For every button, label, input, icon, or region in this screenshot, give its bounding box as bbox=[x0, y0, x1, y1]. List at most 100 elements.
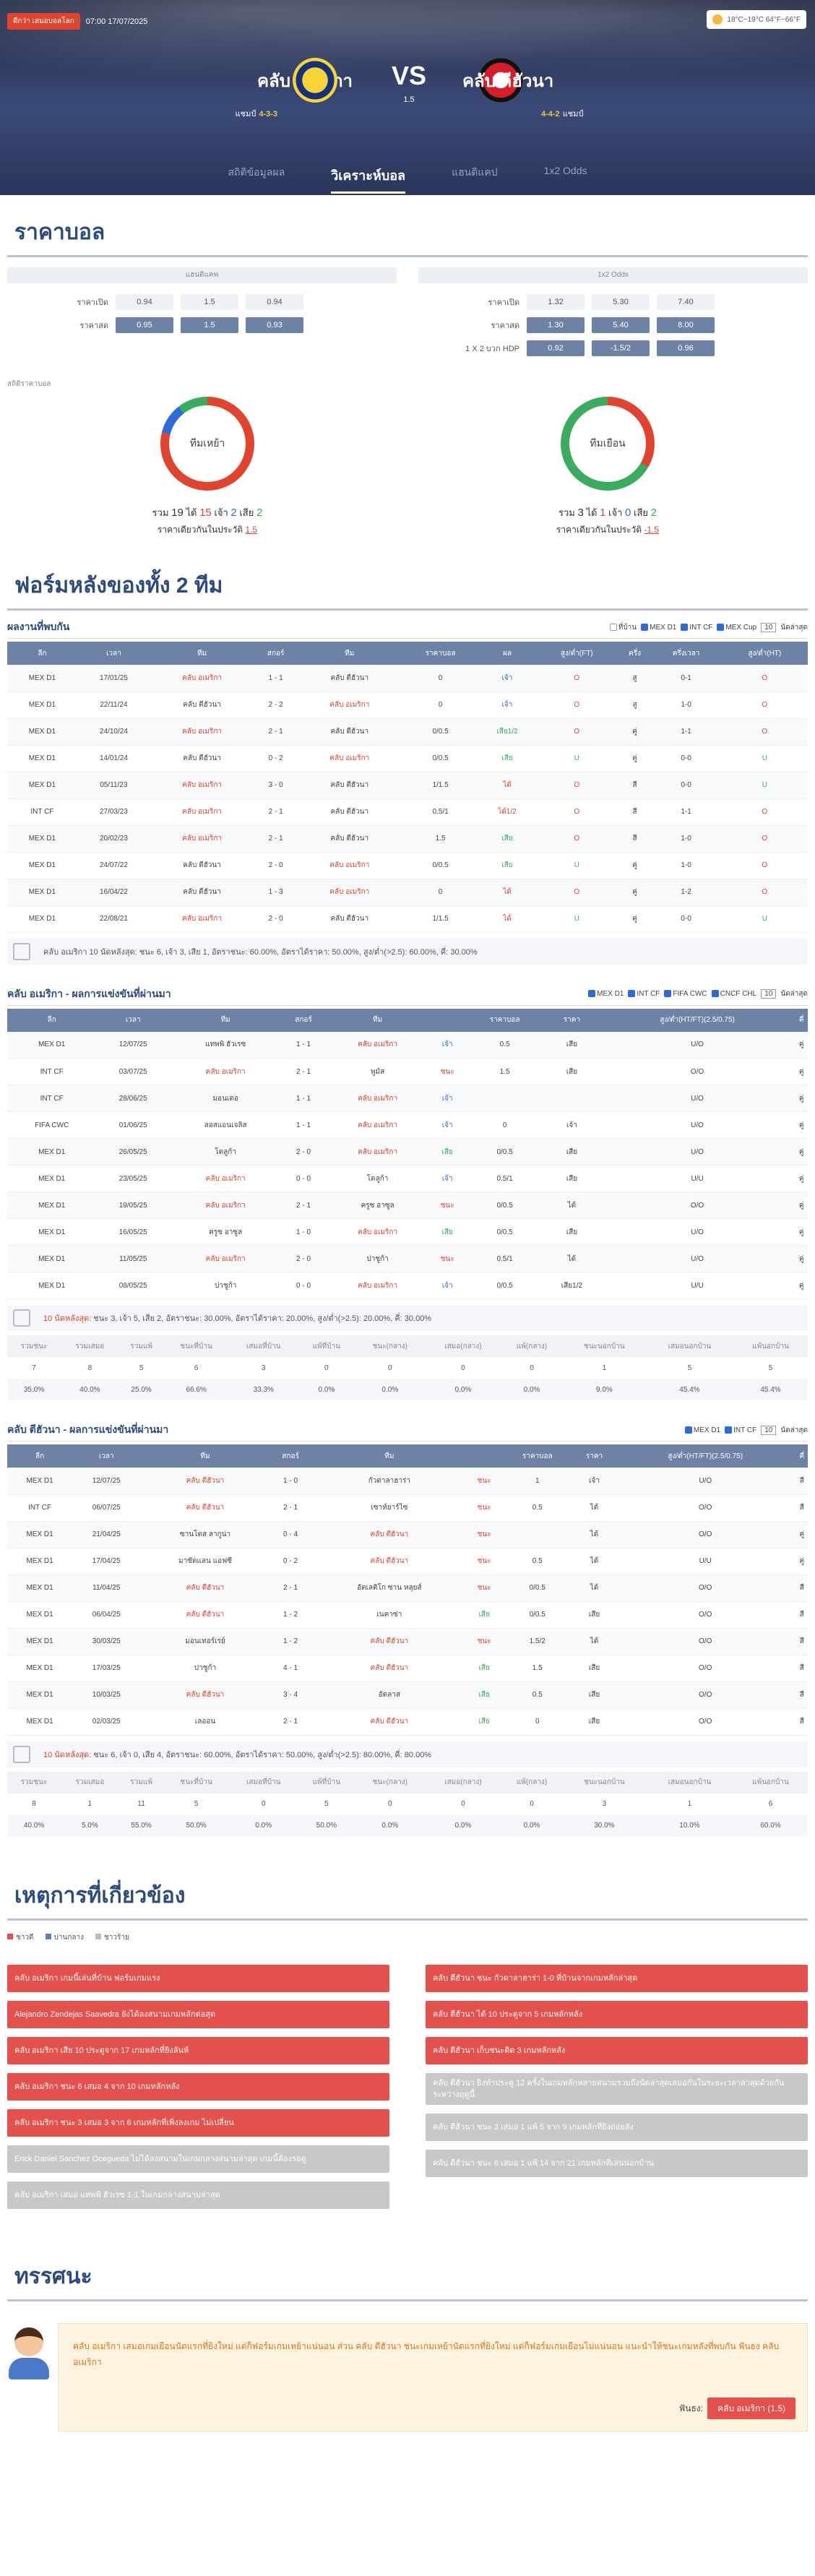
checkbox-icon[interactable] bbox=[609, 623, 617, 631]
tab-2[interactable]: แฮนดิแคป bbox=[452, 166, 498, 178]
odds-value[interactable]: 1.5 bbox=[181, 317, 238, 333]
odds-value[interactable]: 5.30 bbox=[592, 294, 650, 310]
event-item[interactable]: คลับ ตีฮัวนา ชนะ 3 เสมอ 1 แพ้ 5 จาก 9 เก… bbox=[426, 2113, 808, 2141]
table-row[interactable]: MEX D1 05/11/23 คลับ อเมริกา 3 - 0 คลับ ตีฮั… bbox=[7, 772, 808, 799]
table-row[interactable]: MEX D1 19/05/25 คลับ อเมริกา 2 - 1 ครูซ อาซู… bbox=[7, 1192, 808, 1219]
table-row[interactable]: MEX D1 11/04/25 คลับ ตีฮัวนา 2 - 1 อัตเลติโก… bbox=[7, 1575, 808, 1602]
table-row[interactable]: MEX D1 26/05/25 โตลูก้า 2 - 0 คลับ อเมริกา เส… bbox=[7, 1138, 808, 1166]
pick-button[interactable]: คลับ อเมริกา (1.5) bbox=[707, 2397, 795, 2419]
odds-value[interactable]: -1.5/2 bbox=[592, 340, 650, 356]
table-row[interactable]: MEX D1 12/07/25 แทพพิ ฮัวเรซ 1 - 1 คลับ อเมร… bbox=[7, 1031, 808, 1059]
table-row[interactable]: INT CF 27/03/23 คลับ อเมริกา 2 - 1 คลับ ตีฮั… bbox=[7, 798, 808, 826]
table-cell: สี bbox=[795, 1655, 808, 1682]
odds-value[interactable]: 1.5 bbox=[181, 294, 238, 310]
checkbox-icon[interactable] bbox=[711, 990, 719, 998]
table-row[interactable]: INT CF 28/06/25 มอนเตอ 1 - 1 คลับ อเมริกา เจ้… bbox=[7, 1085, 808, 1112]
filter-1[interactable]: INT CF bbox=[628, 990, 660, 998]
tab-3[interactable]: 1x2 Odds bbox=[543, 165, 587, 176]
table-cell: 0.5 bbox=[501, 1681, 574, 1709]
table-row[interactable]: MEX D1 12/07/25 คลับ ตีฮัวนา 1 - 0 กัวดาลาฮา… bbox=[7, 1468, 808, 1495]
table-row[interactable]: MEX D1 20/02/23 คลับ อเมริกา 2 - 1 คลับ ตีฮั… bbox=[7, 825, 808, 853]
odds-value[interactable]: 0.96 bbox=[657, 340, 715, 356]
checkbox-icon[interactable] bbox=[641, 623, 649, 631]
event-item[interactable]: คลับ ตีฮัวนา ได้ 10 ประตูจาก 5 เกมหลักหล… bbox=[426, 2000, 808, 2028]
event-item[interactable]: คลับ อเมริกา ชนะ 3 เสมอ 3 จาก 6 เกมหลักท… bbox=[7, 2108, 389, 2137]
stat-cell: ชนะนอกบ้าน bbox=[562, 1335, 646, 1357]
checkbox-icon[interactable] bbox=[725, 1426, 733, 1434]
live-button[interactable]: ดีกว่า เสมอบอลโลก bbox=[7, 13, 80, 30]
filter-2[interactable]: INT CF bbox=[681, 624, 712, 632]
table-row[interactable]: MEX D1 17/03/25 ปาชูก้า 4 - 1 คลับ ตีฮัวนา เส… bbox=[7, 1655, 808, 1682]
event-item[interactable]: Alejandro Zendejas Saavedra ยังได้ลงสนาม… bbox=[7, 2000, 389, 2028]
filter-2[interactable]: FIFA CWC bbox=[664, 990, 707, 998]
odds-value[interactable]: 0.95 bbox=[116, 317, 173, 333]
checkbox-icon[interactable] bbox=[681, 623, 689, 631]
table-row[interactable]: MEX D1 16/05/25 ครูซ อาซูล 1 - 0 คลับ อเมริก… bbox=[7, 1218, 808, 1246]
results-table: ลีก เวลา ทีม สกอร์ ทีม ราคาบอล ราคา สูง/ต่ำ(HT/… bbox=[7, 1008, 808, 1299]
stat-cell: 1 bbox=[687, 1800, 692, 1808]
event-item[interactable]: คลับ ตีฮัวนา ชนะ 6 เสมอ 1 แพ้ 14 จาก 21 … bbox=[426, 2149, 808, 2177]
table-row[interactable]: INT CF 06/07/25 คลับ ตีฮัวนา 2 - 1 เซาท์ยาร์… bbox=[7, 1494, 808, 1522]
table-row[interactable]: MEX D1 17/01/25 คลับ อเมริกา 1 - 1 คลับ ตีฮั… bbox=[7, 665, 808, 692]
event-item[interactable]: Erick Daniel Sanchez Ocegueda ไม่ได้ลงสน… bbox=[7, 2145, 389, 2173]
filter-3[interactable]: MEX Cup bbox=[717, 624, 756, 632]
odds-value[interactable]: 1.32 bbox=[527, 294, 585, 310]
table-cell: O bbox=[535, 879, 619, 906]
table-row[interactable]: MEX D1 02/03/25 เลออน 2 - 1 คลับ ตีฮัวนา เสีย… bbox=[7, 1708, 808, 1736]
odds-value[interactable]: 7.40 bbox=[657, 294, 715, 310]
away-team-logo[interactable] bbox=[478, 58, 523, 103]
table-row[interactable]: MEX D1 08/05/25 ปาชูก้า 0 - 0 คลับ อเมริกา เจ… bbox=[7, 1272, 808, 1299]
event-item[interactable]: คลับ ตีฮัวนา ยิงทำประตู 12 ครั้งในเกมหลั… bbox=[426, 2072, 808, 2105]
table-row[interactable]: MEX D1 24/10/24 คลับ อเมริกา 2 - 1 คลับ ตีฮั… bbox=[7, 718, 808, 746]
event-item[interactable]: คลับ ตีฮัวนา เก็บชนะติด 3 เกมหลักหลัง bbox=[426, 2036, 808, 2064]
table-row[interactable]: MEX D1 14/01/24 คลับ ตีฮัวนา 0 - 2 คลับ อเมร… bbox=[7, 745, 808, 772]
checkbox-icon[interactable] bbox=[664, 990, 672, 998]
table-row[interactable]: MEX D1 22/11/24 คลับ ตีฮัวนา 2 - 2 คลับ อเมร… bbox=[7, 692, 808, 719]
event-item[interactable]: คลับ อเมริกา เสมอ แทพพิ ฮัวเรซ 1-1 ในเกม… bbox=[7, 2181, 389, 2209]
checkbox-icon[interactable] bbox=[628, 990, 636, 998]
table-row[interactable]: MEX D1 30/03/25 มอนเทอร์เรย์ 1 - 2 คลับ ตีฮั… bbox=[7, 1628, 808, 1655]
away-team-name[interactable]: คลับ ตีฮัวนา bbox=[462, 72, 554, 91]
event-item[interactable]: คลับ อเมริกา เกมนี้เล่นที่บ้าน ฟอร์มเกมแ… bbox=[7, 1964, 389, 1992]
away-note-value[interactable]: -1.5 bbox=[644, 525, 660, 535]
w-total: รวม bbox=[559, 507, 575, 518]
count-select[interactable]: 10 bbox=[761, 989, 777, 999]
home-note-value[interactable]: 1.5 bbox=[245, 525, 258, 535]
odds-value[interactable]: 0.92 bbox=[527, 340, 585, 356]
odds-value[interactable]: 0.93 bbox=[246, 317, 303, 333]
filter-1[interactable]: MEX D1 bbox=[641, 624, 676, 632]
table-row[interactable]: MEX D1 06/04/25 คลับ ตีฮัวนา 1 - 2 เนคาซ่า เส… bbox=[7, 1601, 808, 1629]
count-select[interactable]: 10 bbox=[761, 622, 777, 632]
filter-0[interactable]: ที่บ้าน bbox=[609, 622, 637, 633]
filter-0[interactable]: MEX D1 bbox=[684, 1426, 720, 1434]
table-row[interactable]: INT CF 03/07/25 คลับ อเมริกา 2 - 1 พูมัส ชนะ 1… bbox=[7, 1058, 808, 1085]
table-row[interactable]: MEX D1 22/08/21 คลับ อเมริกา 2 - 0 คลับ ตีฮั… bbox=[7, 905, 808, 933]
table-row[interactable]: MEX D1 11/05/25 คลับ อเมริกา 2 - 0 ปาชูก้า ชน… bbox=[7, 1245, 808, 1272]
table-row[interactable]: MEX D1 24/07/22 คลับ ตีฮัวนา 2 - 0 คลับ อเมร… bbox=[7, 852, 808, 879]
filter-3[interactable]: CNCF CHL bbox=[711, 990, 756, 998]
checkbox-icon[interactable] bbox=[717, 623, 725, 631]
table-row[interactable]: MEX D1 16/04/22 คลับ ตีฮัวนา 1 - 3 คลับ อเมร… bbox=[7, 879, 808, 906]
count-select[interactable]: 10 bbox=[761, 1425, 777, 1435]
table-row[interactable]: MEX D1 10/03/25 คลับ ตีฮัวนา 3 - 4 อัตลาส เสี… bbox=[7, 1681, 808, 1709]
table-row[interactable]: FIFA CWC 01/06/25 ลอสแอนเจลิส 1 - 1 คลับ อเม… bbox=[7, 1111, 808, 1139]
home-team-logo[interactable] bbox=[293, 58, 337, 103]
event-item[interactable]: คลับ ตีฮัวนา ชนะ กัวดาลาฮาร่า 1-0 ที่บ้า… bbox=[426, 1964, 808, 1992]
table-row[interactable]: MEX D1 23/05/25 คลับ อเมริกา 0 - 0 โตลูก้า เจ… bbox=[7, 1165, 808, 1192]
odds-value[interactable]: 0.94 bbox=[116, 294, 173, 310]
odds-value[interactable]: 0.94 bbox=[246, 294, 303, 310]
tab-0[interactable]: สถิติข้อมูลผล bbox=[228, 166, 285, 178]
table-cell: 0 bbox=[401, 879, 480, 906]
event-item[interactable]: คลับ อเมริกา เสีย 10 ประตูจาก 17 เกมหลัก… bbox=[7, 2036, 389, 2064]
filter-1[interactable]: INT CF bbox=[725, 1426, 756, 1434]
odds-value[interactable]: 5.40 bbox=[592, 317, 650, 333]
odds-value[interactable]: 8.00 bbox=[657, 317, 715, 333]
tab-1[interactable]: วิเคราะห์บอล bbox=[331, 165, 406, 194]
table-row[interactable]: MEX D1 21/04/25 ซานโตส ลากูน่า 0 - 4 คลับ ตี… bbox=[7, 1521, 808, 1548]
odds-value[interactable]: 1.30 bbox=[527, 317, 585, 333]
checkbox-icon[interactable] bbox=[684, 1426, 692, 1434]
table-row[interactable]: MEX D1 17/04/25 มาซัตแลน แอฟซี 0 - 2 คลับ ตี… bbox=[7, 1548, 808, 1575]
filter-0[interactable]: MEX D1 bbox=[588, 990, 624, 998]
event-item[interactable]: คลับ อเมริกา ชนะ 6 เสมอ 4 จาก 10 เกมหลัก… bbox=[7, 2072, 389, 2101]
checkbox-icon[interactable] bbox=[588, 990, 596, 998]
